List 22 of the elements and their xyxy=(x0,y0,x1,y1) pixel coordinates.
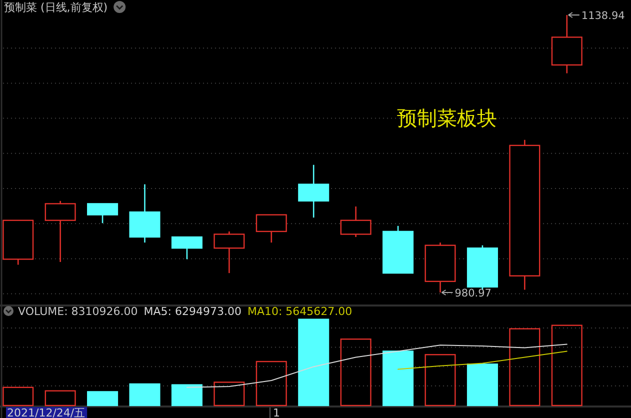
bar xyxy=(298,318,330,406)
annotation: 预制菜板块 xyxy=(397,106,497,130)
bar xyxy=(466,364,498,406)
chart-title: 预制菜 (日线,前复权) xyxy=(4,0,108,14)
bar xyxy=(87,391,118,406)
annotation: 980.97 xyxy=(454,288,492,300)
bar xyxy=(340,338,372,406)
text: MA10: 5645627.00 xyxy=(247,304,352,318)
bar xyxy=(509,328,540,406)
bar xyxy=(551,324,582,406)
bar xyxy=(2,386,34,406)
bar xyxy=(44,390,76,406)
bar xyxy=(171,384,202,406)
chart-title: VOLUME: 8310926.00 xyxy=(18,304,138,318)
text: 1 xyxy=(273,406,280,418)
bar xyxy=(129,383,160,406)
bar xyxy=(424,354,456,406)
bar xyxy=(214,382,245,406)
text: MA5: 6294973.00 xyxy=(144,304,242,318)
bar xyxy=(256,360,287,406)
annotation: 1138.94 xyxy=(581,10,626,22)
bar xyxy=(382,350,414,406)
